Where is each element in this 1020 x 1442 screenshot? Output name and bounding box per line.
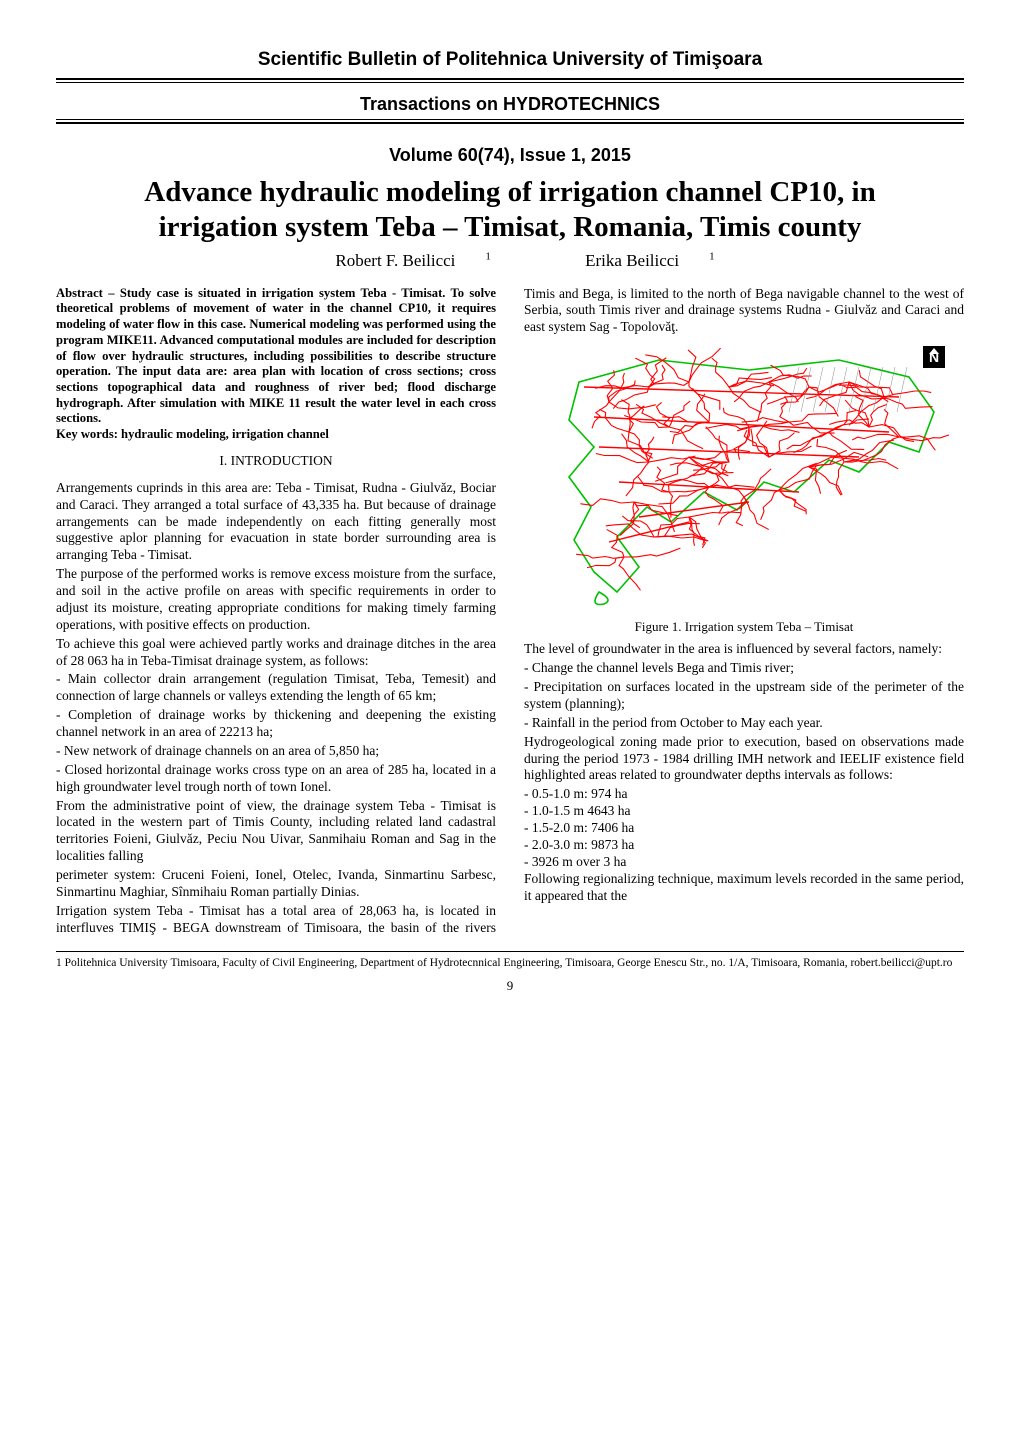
author-2-aff: 1: [709, 251, 715, 263]
keywords-block: Key words: hydraulic modeling, irrigatio…: [56, 427, 496, 443]
para-r3-0: Following regionalizing technique, maxim…: [524, 871, 964, 905]
author-1-aff: 1: [485, 251, 491, 263]
author-1: Robert F. Beilicci 1: [305, 250, 490, 271]
para-r-0: perimeter system: Cruceni Foieni, Ionel,…: [56, 867, 496, 901]
author-2-name: Erika Beilicci: [585, 250, 679, 271]
interval-4: - 3926 m over 3 ha: [524, 854, 964, 871]
two-column-body: Abstract – Study case is situated in irr…: [56, 286, 964, 937]
page-number: 9: [56, 978, 964, 994]
section-1-heading: I. INTRODUCTION: [56, 453, 496, 470]
figure-1: N Figure 1. Irrigation system Teba – Tim…: [524, 342, 964, 635]
para-l-3: - Main collector drain arrangement (regu…: [56, 671, 496, 705]
footnote-text: 1 Politehnica University Timisoara, Facu…: [56, 956, 964, 970]
transactions-title: Transactions on HYDROTECHNICS: [56, 93, 964, 116]
journal-title: Scientific Bulletin of Politehnica Unive…: [56, 48, 964, 76]
intervals-list: - 0.5-1.0 m: 974 ha - 1.0-1.5 m 4643 ha …: [524, 786, 964, 870]
paper-title: Advance hydraulic modeling of irrigation…: [96, 175, 924, 245]
para-l-6: - Closed horizontal drainage works cross…: [56, 762, 496, 796]
rule-mid-thin: [56, 119, 964, 120]
author-2: Erika Beilicci 1: [555, 250, 714, 271]
para-l-2: To achieve this goal were achieved partl…: [56, 636, 496, 670]
section-1-right-mid: The level of groundwater in the area is …: [524, 641, 964, 784]
section-1-left: Arrangements cuprinds in this area are: …: [56, 480, 496, 865]
keywords-text: Key words: hydraulic modeling, irrigatio…: [56, 427, 496, 443]
para-r2-4: Hydrogeological zoning made prior to exe…: [524, 734, 964, 785]
para-l-1: The purpose of the performed works is re…: [56, 566, 496, 634]
para-l-4: - Completion of drainage works by thicke…: [56, 707, 496, 741]
interval-2: - 1.5-2.0 m: 7406 ha: [524, 820, 964, 837]
para-l-5: - New network of drainage channels on an…: [56, 743, 496, 760]
para-l-0: Arrangements cuprinds in this area are: …: [56, 480, 496, 564]
rule-top-thin: [56, 82, 964, 83]
abstract-block: Abstract – Study case is situated in irr…: [56, 286, 496, 428]
volume-line: Volume 60(74), Issue 1, 2015: [56, 144, 964, 167]
rule-top-thick: [56, 78, 964, 80]
author-1-name: Robert F. Beilicci: [335, 250, 455, 271]
figure-1-caption: Figure 1. Irrigation system Teba – Timis…: [524, 619, 964, 635]
para-r2-1: - Change the channel levels Bega and Tim…: [524, 660, 964, 677]
rule-mid-thick: [56, 122, 964, 124]
para-l-7: From the administrative point of view, t…: [56, 798, 496, 866]
section-1-right-bottom: Following regionalizing technique, maxim…: [524, 871, 964, 905]
abstract-text: Abstract – Study case is situated in irr…: [56, 286, 496, 428]
para-r2-3: - Rainfall in the period from October to…: [524, 715, 964, 732]
para-r2-2: - Precipitation on surfaces located in t…: [524, 679, 964, 713]
footnote-rule: [56, 951, 964, 952]
interval-0: - 0.5-1.0 m: 974 ha: [524, 786, 964, 803]
interval-3: - 2.0-3.0 m: 9873 ha: [524, 837, 964, 854]
authors-line: Robert F. Beilicci 1 Erika Beilicci 1: [56, 250, 964, 271]
para-r2-0: The level of groundwater in the area is …: [524, 641, 964, 658]
figure-1-svg: N: [539, 342, 949, 612]
interval-1: - 1.0-1.5 m 4643 ha: [524, 803, 964, 820]
